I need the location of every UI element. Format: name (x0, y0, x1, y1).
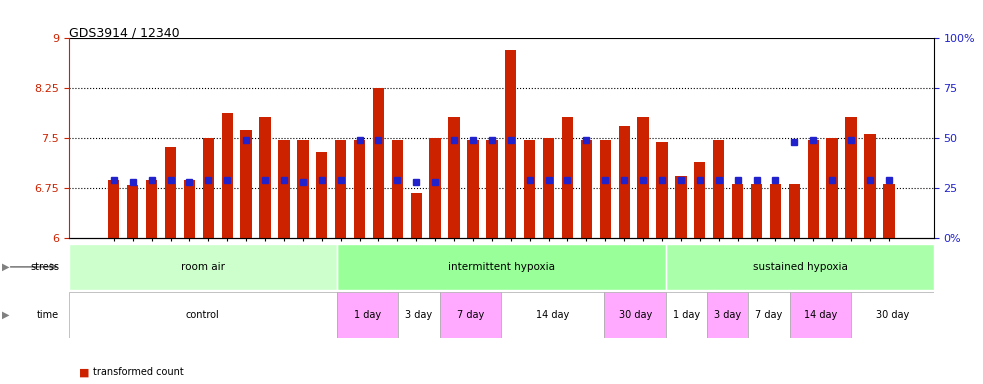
Bar (637, 117, 649, 238)
Bar (184, 180, 195, 238)
Bar (657, 142, 667, 238)
Bar (297, 139, 309, 238)
Bar (543, 138, 554, 238)
Bar (883, 184, 895, 238)
Bar (430, 138, 440, 238)
Bar (524, 140, 536, 238)
Bar (827, 138, 838, 238)
Bar (108, 180, 120, 238)
Text: time: time (36, 310, 59, 320)
Text: intermittent hypoxia: intermittent hypoxia (448, 262, 554, 272)
Bar (448, 117, 460, 238)
Bar (202, 138, 214, 238)
Bar (241, 130, 252, 238)
Bar (770, 184, 781, 238)
FancyBboxPatch shape (789, 292, 851, 338)
Bar (335, 140, 346, 238)
Bar (864, 134, 876, 238)
Text: GDS3914 / 12340: GDS3914 / 12340 (69, 27, 180, 40)
Bar (145, 180, 157, 238)
Bar (675, 176, 686, 238)
Text: 1 day: 1 day (354, 310, 381, 320)
Bar (487, 140, 497, 238)
FancyBboxPatch shape (398, 292, 439, 338)
FancyBboxPatch shape (748, 292, 789, 338)
FancyBboxPatch shape (501, 292, 605, 338)
Bar (505, 50, 516, 238)
FancyBboxPatch shape (69, 244, 336, 290)
Bar (713, 140, 724, 238)
Text: 7 day: 7 day (756, 310, 782, 320)
Bar (581, 139, 592, 238)
Bar (373, 88, 384, 238)
Text: ■: ■ (79, 367, 89, 377)
Bar (127, 185, 139, 238)
Bar (600, 140, 611, 238)
Text: 3 day: 3 day (405, 310, 433, 320)
FancyBboxPatch shape (666, 244, 934, 290)
Bar (732, 184, 743, 238)
Bar (845, 117, 857, 238)
Bar (751, 184, 762, 238)
FancyBboxPatch shape (851, 292, 934, 338)
Bar (391, 140, 403, 238)
Bar (260, 117, 270, 238)
Bar (694, 162, 706, 238)
FancyBboxPatch shape (69, 292, 336, 338)
Text: 7 day: 7 day (457, 310, 484, 320)
Text: room air: room air (181, 262, 225, 272)
Bar (788, 184, 800, 238)
Text: 30 day: 30 day (618, 310, 652, 320)
Text: 3 day: 3 day (715, 310, 741, 320)
FancyBboxPatch shape (605, 292, 666, 338)
Text: control: control (186, 310, 219, 320)
Text: 30 day: 30 day (876, 310, 909, 320)
Text: sustained hypoxia: sustained hypoxia (753, 262, 847, 272)
Text: 14 day: 14 day (536, 310, 569, 320)
Text: 1 day: 1 day (673, 310, 700, 320)
Bar (411, 193, 422, 238)
Text: 14 day: 14 day (804, 310, 838, 320)
FancyBboxPatch shape (336, 244, 666, 290)
Text: transformed count: transformed count (93, 367, 184, 377)
Bar (165, 147, 176, 238)
FancyBboxPatch shape (336, 292, 398, 338)
Bar (354, 140, 366, 238)
Bar (808, 139, 819, 238)
Bar (467, 139, 479, 238)
Bar (221, 113, 233, 238)
Bar (618, 126, 630, 238)
FancyBboxPatch shape (708, 292, 748, 338)
Bar (562, 117, 573, 238)
FancyBboxPatch shape (439, 292, 501, 338)
Bar (278, 139, 290, 238)
Text: ▶: ▶ (2, 262, 10, 272)
Bar (317, 152, 327, 238)
FancyBboxPatch shape (666, 292, 708, 338)
Text: ▶: ▶ (2, 310, 10, 320)
Text: stress: stress (29, 262, 59, 272)
